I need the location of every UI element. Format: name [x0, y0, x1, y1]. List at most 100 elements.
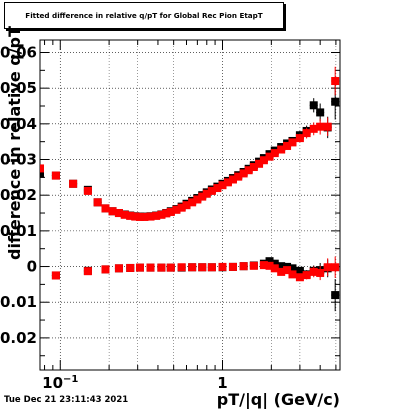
- series-1-lower-marker: [323, 263, 332, 272]
- series-1-upper-marker: [295, 134, 304, 143]
- series-1-upper-marker: [249, 163, 258, 172]
- series-1-lower-marker: [228, 262, 237, 271]
- series-1-upper-marker: [177, 203, 186, 212]
- data-points: [40, 66, 340, 312]
- y-tick-label: 0.03: [0, 151, 37, 169]
- series-1-upper-marker: [228, 175, 237, 184]
- series-1-lower-marker: [198, 263, 207, 272]
- y-tick-label: 0.04: [0, 115, 37, 133]
- series-1-lower-marker: [126, 263, 135, 272]
- series-1-lower-marker: [146, 263, 155, 272]
- series-0-upper-marker: [316, 108, 325, 117]
- series-1-upper-marker: [188, 198, 197, 207]
- series-1-lower-marker: [177, 263, 186, 272]
- series-0-upper-marker: [40, 169, 44, 178]
- series-1-lower-marker: [51, 271, 60, 280]
- series-1-upper-marker: [162, 209, 171, 218]
- series-1-upper-marker: [83, 186, 92, 195]
- y-tick-label: -0.01: [0, 293, 37, 311]
- series-1-lower-marker: [207, 263, 216, 272]
- series-1-lower-marker: [135, 263, 144, 272]
- series-1-lower-marker: [101, 265, 110, 274]
- y-tick-label: 0.06: [0, 43, 37, 61]
- series-1-upper-marker: [152, 211, 161, 220]
- axes: -0.02 -0.01 0 0.01 0.02 0.03 0.04 0.05 0.06 10−1 1: [0, 40, 340, 392]
- series-1-upper-marker: [108, 207, 117, 216]
- y-tick-label: 0.05: [0, 79, 37, 97]
- series-1-lower-marker: [316, 268, 325, 277]
- timestamp: Tue Dec 21 23:11:43 2021: [4, 395, 129, 405]
- y-tick-label: 0.01: [0, 222, 37, 240]
- series-0-upper-marker: [309, 101, 318, 110]
- series-1-lower-marker: [166, 263, 175, 272]
- series-1-lower-marker: [270, 264, 279, 273]
- series-1-upper-marker: [234, 172, 243, 181]
- series-1-upper-marker: [277, 145, 286, 154]
- series-1-upper-marker: [288, 138, 297, 147]
- grid: [40, 40, 340, 370]
- series-1-upper-marker: [270, 149, 279, 158]
- series-1-lower-marker: [283, 266, 292, 275]
- x-axis-title: pT/|q| (GeV/c): [217, 390, 340, 409]
- series-1-upper-marker: [239, 169, 248, 178]
- series-0-lower-marker: [295, 266, 304, 275]
- series-1-lower-marker: [218, 262, 227, 271]
- series-1-upper-marker: [302, 129, 311, 138]
- series-0-lower-marker: [265, 257, 274, 266]
- series-1-upper-marker: [265, 152, 274, 161]
- series-0-lower-marker: [277, 262, 286, 271]
- series-1-upper-marker: [283, 141, 292, 150]
- series-1-upper-marker: [157, 210, 166, 219]
- series-1-upper-marker: [255, 159, 264, 168]
- series-1-upper-marker: [331, 77, 340, 86]
- series-1-lower-marker: [259, 261, 268, 270]
- series-1-lower-marker: [288, 270, 297, 279]
- y-tick-label: 0.02: [0, 186, 37, 204]
- series-1-upper-marker: [213, 184, 222, 193]
- y-tick-label: 0: [27, 258, 37, 276]
- series-1-upper-marker: [140, 212, 149, 221]
- chart-title: Fitted difference in relative q/pT for G…: [4, 2, 284, 29]
- series-1-upper-marker: [193, 195, 202, 204]
- series-1-upper-marker: [135, 212, 144, 221]
- series-1-upper-marker: [202, 189, 211, 198]
- series-1-upper-marker: [309, 124, 318, 133]
- series-1-lower-marker: [302, 271, 311, 280]
- series-1-upper-marker: [40, 164, 44, 173]
- y-axis-title: difference in relative q/pT: [5, 26, 24, 260]
- series-1-lower-marker: [295, 273, 304, 282]
- series-1-upper-marker: [114, 209, 123, 218]
- series-1-upper-marker: [101, 204, 110, 213]
- series-1-upper-marker: [69, 179, 78, 188]
- series-1-upper-marker: [244, 166, 253, 175]
- markers: [40, 66, 340, 312]
- x-tick-label: 1: [217, 374, 227, 392]
- series-0-lower-marker: [288, 264, 297, 273]
- series-1-upper-marker: [316, 122, 325, 131]
- series-1-lower-marker: [249, 261, 258, 270]
- series-1-lower-marker: [277, 267, 286, 276]
- series-0-lower-marker: [331, 291, 340, 300]
- series-1-lower-marker: [331, 263, 340, 272]
- series-1-lower-marker: [83, 267, 92, 276]
- y-tick-label: -0.02: [0, 329, 37, 347]
- series-1-upper-marker: [131, 212, 140, 221]
- series-1-lower-marker: [188, 263, 197, 272]
- series-1-lower-marker: [309, 267, 318, 276]
- x-tick-label-exponent: −1: [63, 374, 78, 385]
- series-0-upper-marker: [331, 97, 340, 106]
- series-1-upper-marker: [218, 181, 227, 190]
- series-1-lower-marker: [157, 263, 166, 272]
- series-1-upper-marker: [166, 207, 175, 216]
- series-1-lower-marker: [239, 262, 248, 271]
- series-1-upper-marker: [323, 122, 332, 131]
- x-tick-label: 10−1: [42, 374, 78, 392]
- series-1-upper-marker: [120, 210, 129, 219]
- series-1-upper-marker: [172, 205, 181, 214]
- series-1-upper-marker: [51, 171, 60, 180]
- series-1-upper-marker: [93, 198, 102, 207]
- series-1-upper-marker: [146, 212, 155, 221]
- series-1-upper-marker: [198, 192, 207, 201]
- series-1-lower-marker: [114, 264, 123, 273]
